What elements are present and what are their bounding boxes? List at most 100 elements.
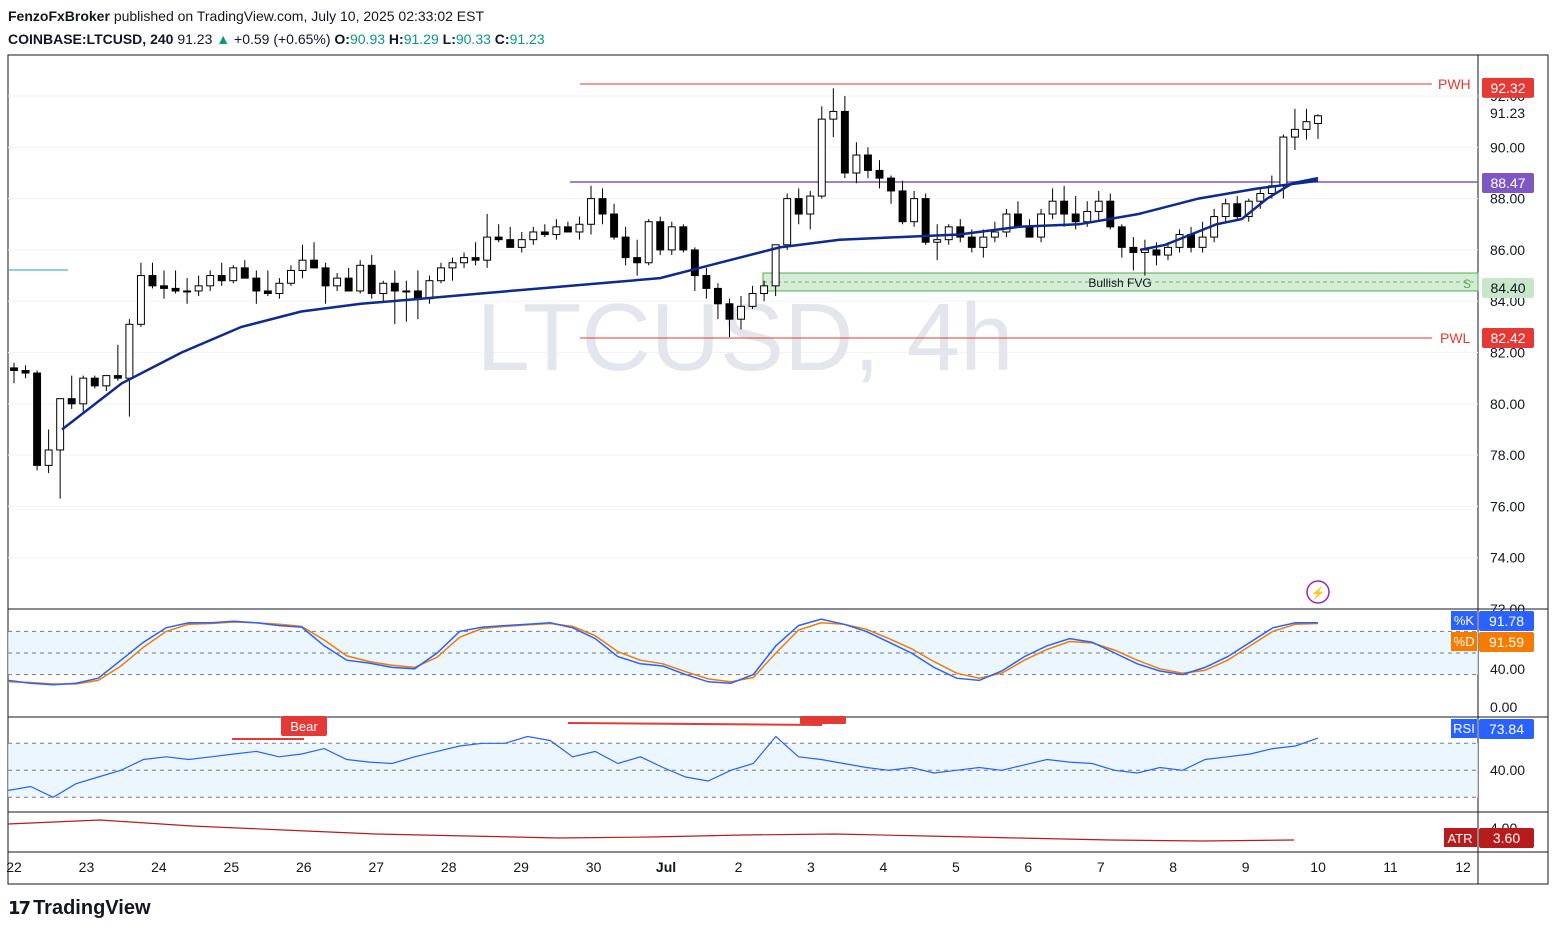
candle-body[interactable] <box>437 267 445 282</box>
candle-body[interactable] <box>136 275 145 325</box>
candle-body[interactable] <box>90 377 99 387</box>
candle-body[interactable] <box>379 282 388 295</box>
candle-body[interactable] <box>990 231 999 238</box>
candle-body[interactable] <box>252 277 261 292</box>
candle-body[interactable] <box>67 398 76 405</box>
candle-body[interactable] <box>1244 200 1253 218</box>
candle-body[interactable] <box>217 275 226 282</box>
candle-body[interactable] <box>575 223 584 233</box>
candle-body[interactable] <box>633 257 642 264</box>
candle-body[interactable] <box>921 198 930 243</box>
candle-body[interactable] <box>1164 246 1172 256</box>
candle-body[interactable] <box>344 277 353 292</box>
candle-body[interactable] <box>771 244 780 287</box>
candle-body[interactable] <box>275 282 284 295</box>
candle-body[interactable] <box>483 236 492 261</box>
candle-body[interactable] <box>263 290 272 295</box>
candle-body[interactable] <box>540 231 549 236</box>
candle-body[interactable] <box>1198 236 1207 248</box>
candle-body[interactable] <box>1279 136 1288 187</box>
candle-body[interactable] <box>840 110 849 174</box>
candle-body[interactable] <box>529 231 538 241</box>
candle-body[interactable] <box>206 275 215 287</box>
candle-body[interactable] <box>333 277 342 287</box>
candle-body[interactable] <box>356 264 365 292</box>
candle-body[interactable] <box>1002 213 1011 233</box>
candle-body[interactable] <box>1314 115 1322 124</box>
candle-body[interactable] <box>10 367 18 371</box>
candle-body[interactable] <box>587 198 595 225</box>
candle-body[interactable] <box>713 287 722 305</box>
candle-body[interactable] <box>448 262 457 269</box>
candle-body[interactable] <box>656 221 665 251</box>
candle-body[interactable] <box>310 259 318 269</box>
candle-body[interactable] <box>1106 200 1115 228</box>
candle-body[interactable] <box>460 257 469 264</box>
candle-body[interactable] <box>1014 213 1022 228</box>
candle-body[interactable] <box>760 285 769 295</box>
candle-body[interactable] <box>644 221 653 264</box>
candle-body[interactable] <box>1083 210 1092 223</box>
candle-body[interactable] <box>1256 193 1265 202</box>
candle-body[interactable] <box>1233 203 1242 218</box>
candle-body[interactable] <box>944 226 953 241</box>
candle-body[interactable] <box>286 269 295 284</box>
candle-body[interactable] <box>79 377 88 405</box>
candle-body[interactable] <box>783 198 792 246</box>
candle-body[interactable] <box>748 293 757 307</box>
candle-body[interactable] <box>148 275 157 287</box>
candle-body[interactable] <box>690 249 699 277</box>
tradingview-logo[interactable]: 𝟭𝟳 TradingView <box>8 897 151 920</box>
candle-body[interactable] <box>44 449 53 466</box>
candle-body[interactable] <box>679 226 688 251</box>
candle-body[interactable] <box>56 398 65 451</box>
candle-body[interactable] <box>33 372 42 466</box>
candle-body[interactable] <box>183 290 192 293</box>
candle-body[interactable] <box>367 264 376 295</box>
candle-body[interactable] <box>667 226 676 251</box>
candle-body[interactable] <box>898 190 907 223</box>
candle-body[interactable] <box>967 236 976 248</box>
candle-body[interactable] <box>933 239 942 243</box>
candle-body[interactable] <box>160 285 168 289</box>
candle-body[interactable] <box>610 213 619 238</box>
candle-body[interactable] <box>194 285 203 292</box>
candle-body[interactable] <box>979 236 988 248</box>
candle-body[interactable] <box>817 118 826 197</box>
candle-body[interactable] <box>956 226 965 238</box>
candle-body[interactable] <box>1117 226 1126 248</box>
candle-body[interactable] <box>494 236 503 241</box>
candle-body[interactable] <box>887 177 895 192</box>
candle-body[interactable] <box>125 323 134 379</box>
candle-body[interactable] <box>1060 200 1069 215</box>
candle-body[interactable] <box>102 375 111 387</box>
candle-body[interactable] <box>598 198 607 215</box>
candle-body[interactable] <box>829 110 838 120</box>
candle-body[interactable] <box>471 257 480 261</box>
candle-body[interactable] <box>563 226 572 233</box>
symbol-name[interactable]: COINBASE:LTCUSD, 240 <box>8 31 174 47</box>
candle-body[interactable] <box>1302 121 1311 130</box>
candle-body[interactable] <box>517 239 526 248</box>
candle-body[interactable] <box>21 369 30 374</box>
candle-body[interactable] <box>390 282 399 292</box>
candle-body[interactable] <box>910 198 919 223</box>
candle-body[interactable] <box>1290 128 1299 138</box>
candle-body[interactable] <box>321 267 330 287</box>
candle-body[interactable] <box>552 226 561 236</box>
candle-body[interactable] <box>1071 213 1080 223</box>
alert-flash-icon[interactable] <box>1306 580 1330 604</box>
publisher-name[interactable]: FenzoFxBroker <box>8 8 110 24</box>
candle-body[interactable] <box>1221 203 1230 218</box>
candle-body[interactable] <box>506 239 515 248</box>
candle-body[interactable] <box>1152 249 1161 256</box>
candle-body[interactable] <box>113 375 122 379</box>
candle-body[interactable] <box>1048 200 1057 215</box>
candle-body[interactable] <box>240 267 249 279</box>
candle-body[interactable] <box>1094 200 1103 212</box>
candle-body[interactable] <box>298 259 307 271</box>
candle-body[interactable] <box>806 195 815 215</box>
candle-body[interactable] <box>794 198 803 215</box>
candle-body[interactable] <box>852 154 861 174</box>
